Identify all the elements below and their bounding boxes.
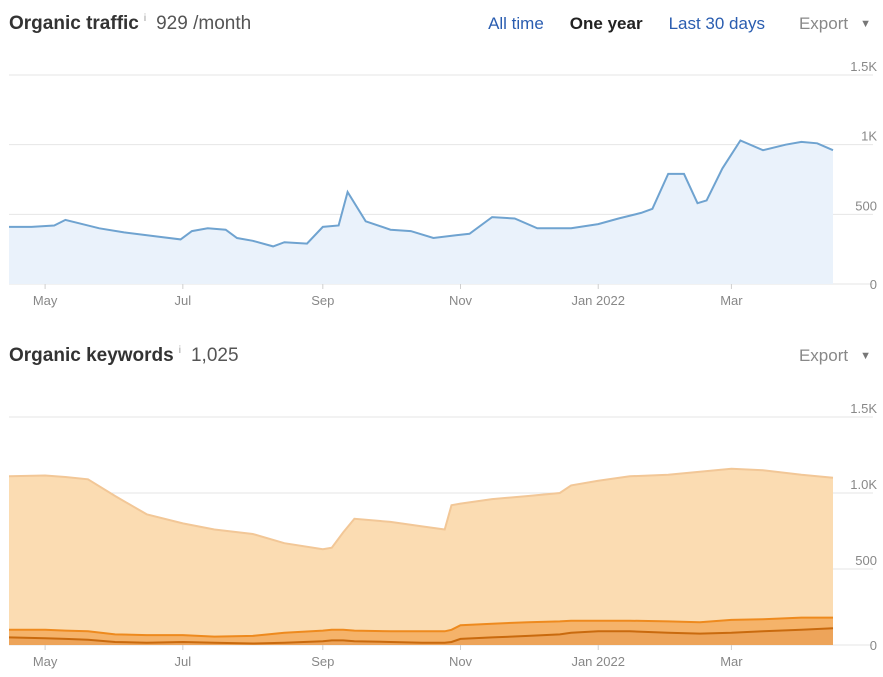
traffic-info-icon[interactable]: i	[143, 12, 147, 24]
x-tick-label: Sep	[311, 293, 334, 308]
tab-one-year[interactable]: One year	[569, 14, 643, 33]
keywords-info-icon[interactable]: i	[178, 344, 181, 356]
keywords-area-low	[9, 628, 833, 645]
chevron-down-icon: ▼	[860, 350, 871, 362]
x-tick-label: Mar	[720, 293, 743, 308]
x-tick-label: Jul	[175, 293, 192, 308]
x-tick-label: Jul	[175, 654, 192, 669]
x-tick-label: Jan 2022	[571, 654, 625, 669]
x-tick-label: Sep	[311, 654, 334, 669]
traffic-line	[9, 139, 834, 248]
keywords-line-mid	[9, 616, 833, 638]
keywords-line-top	[8, 467, 834, 551]
x-tick-label: Nov	[449, 293, 473, 308]
traffic-export-button[interactable]: Export ▼	[799, 14, 871, 34]
y-tick-label: 0	[870, 638, 877, 653]
keywords-header: Organic keywords i 1,025 Export ▼	[9, 341, 871, 371]
traffic-value: 929 /month	[156, 13, 252, 34]
x-tick-label: Jan 2022	[571, 293, 625, 308]
x-tick-label: Nov	[449, 654, 473, 669]
keywords-export-button[interactable]: Export ▼	[799, 346, 871, 366]
keywords-chart: 0 500 1.0K 1.5K May Jul Sep Nov Jan 2022 Mar	[8, 401, 877, 669]
x-tick-label: May	[33, 293, 58, 308]
x-tick-label: May	[33, 654, 58, 669]
y-tick-label: 1.5K	[850, 401, 877, 416]
traffic-export-label: Export	[798, 14, 849, 33]
traffic-chart: 0 500 1K 1.5K May Jul Sep Nov Jan 2022 Mar	[9, 59, 877, 308]
keywords-value: 1,025	[190, 345, 239, 366]
y-tick-label: 1.5K	[850, 59, 877, 74]
x-tick-label: Mar	[720, 654, 743, 669]
keywords-export-label: Export	[798, 346, 849, 365]
keywords-title: Organic keywords	[9, 345, 174, 366]
y-tick-label: 1.0K	[850, 477, 877, 492]
traffic-header: Organic traffic i 929 /month All time On…	[9, 9, 871, 39]
y-tick-label: 0	[870, 277, 877, 292]
traffic-title: Organic traffic	[9, 13, 139, 34]
y-tick-label: 500	[855, 198, 877, 213]
chevron-down-icon: ▼	[860, 18, 871, 30]
y-tick-label: 500	[855, 553, 877, 568]
keywords-line-low	[8, 627, 834, 645]
y-tick-label: 1K	[861, 129, 877, 144]
traffic-area	[9, 140, 833, 284]
tab-last-30-days[interactable]: Last 30 days	[668, 14, 765, 33]
tab-all-time[interactable]: All time	[488, 14, 544, 33]
keywords-area-top	[9, 468, 833, 645]
